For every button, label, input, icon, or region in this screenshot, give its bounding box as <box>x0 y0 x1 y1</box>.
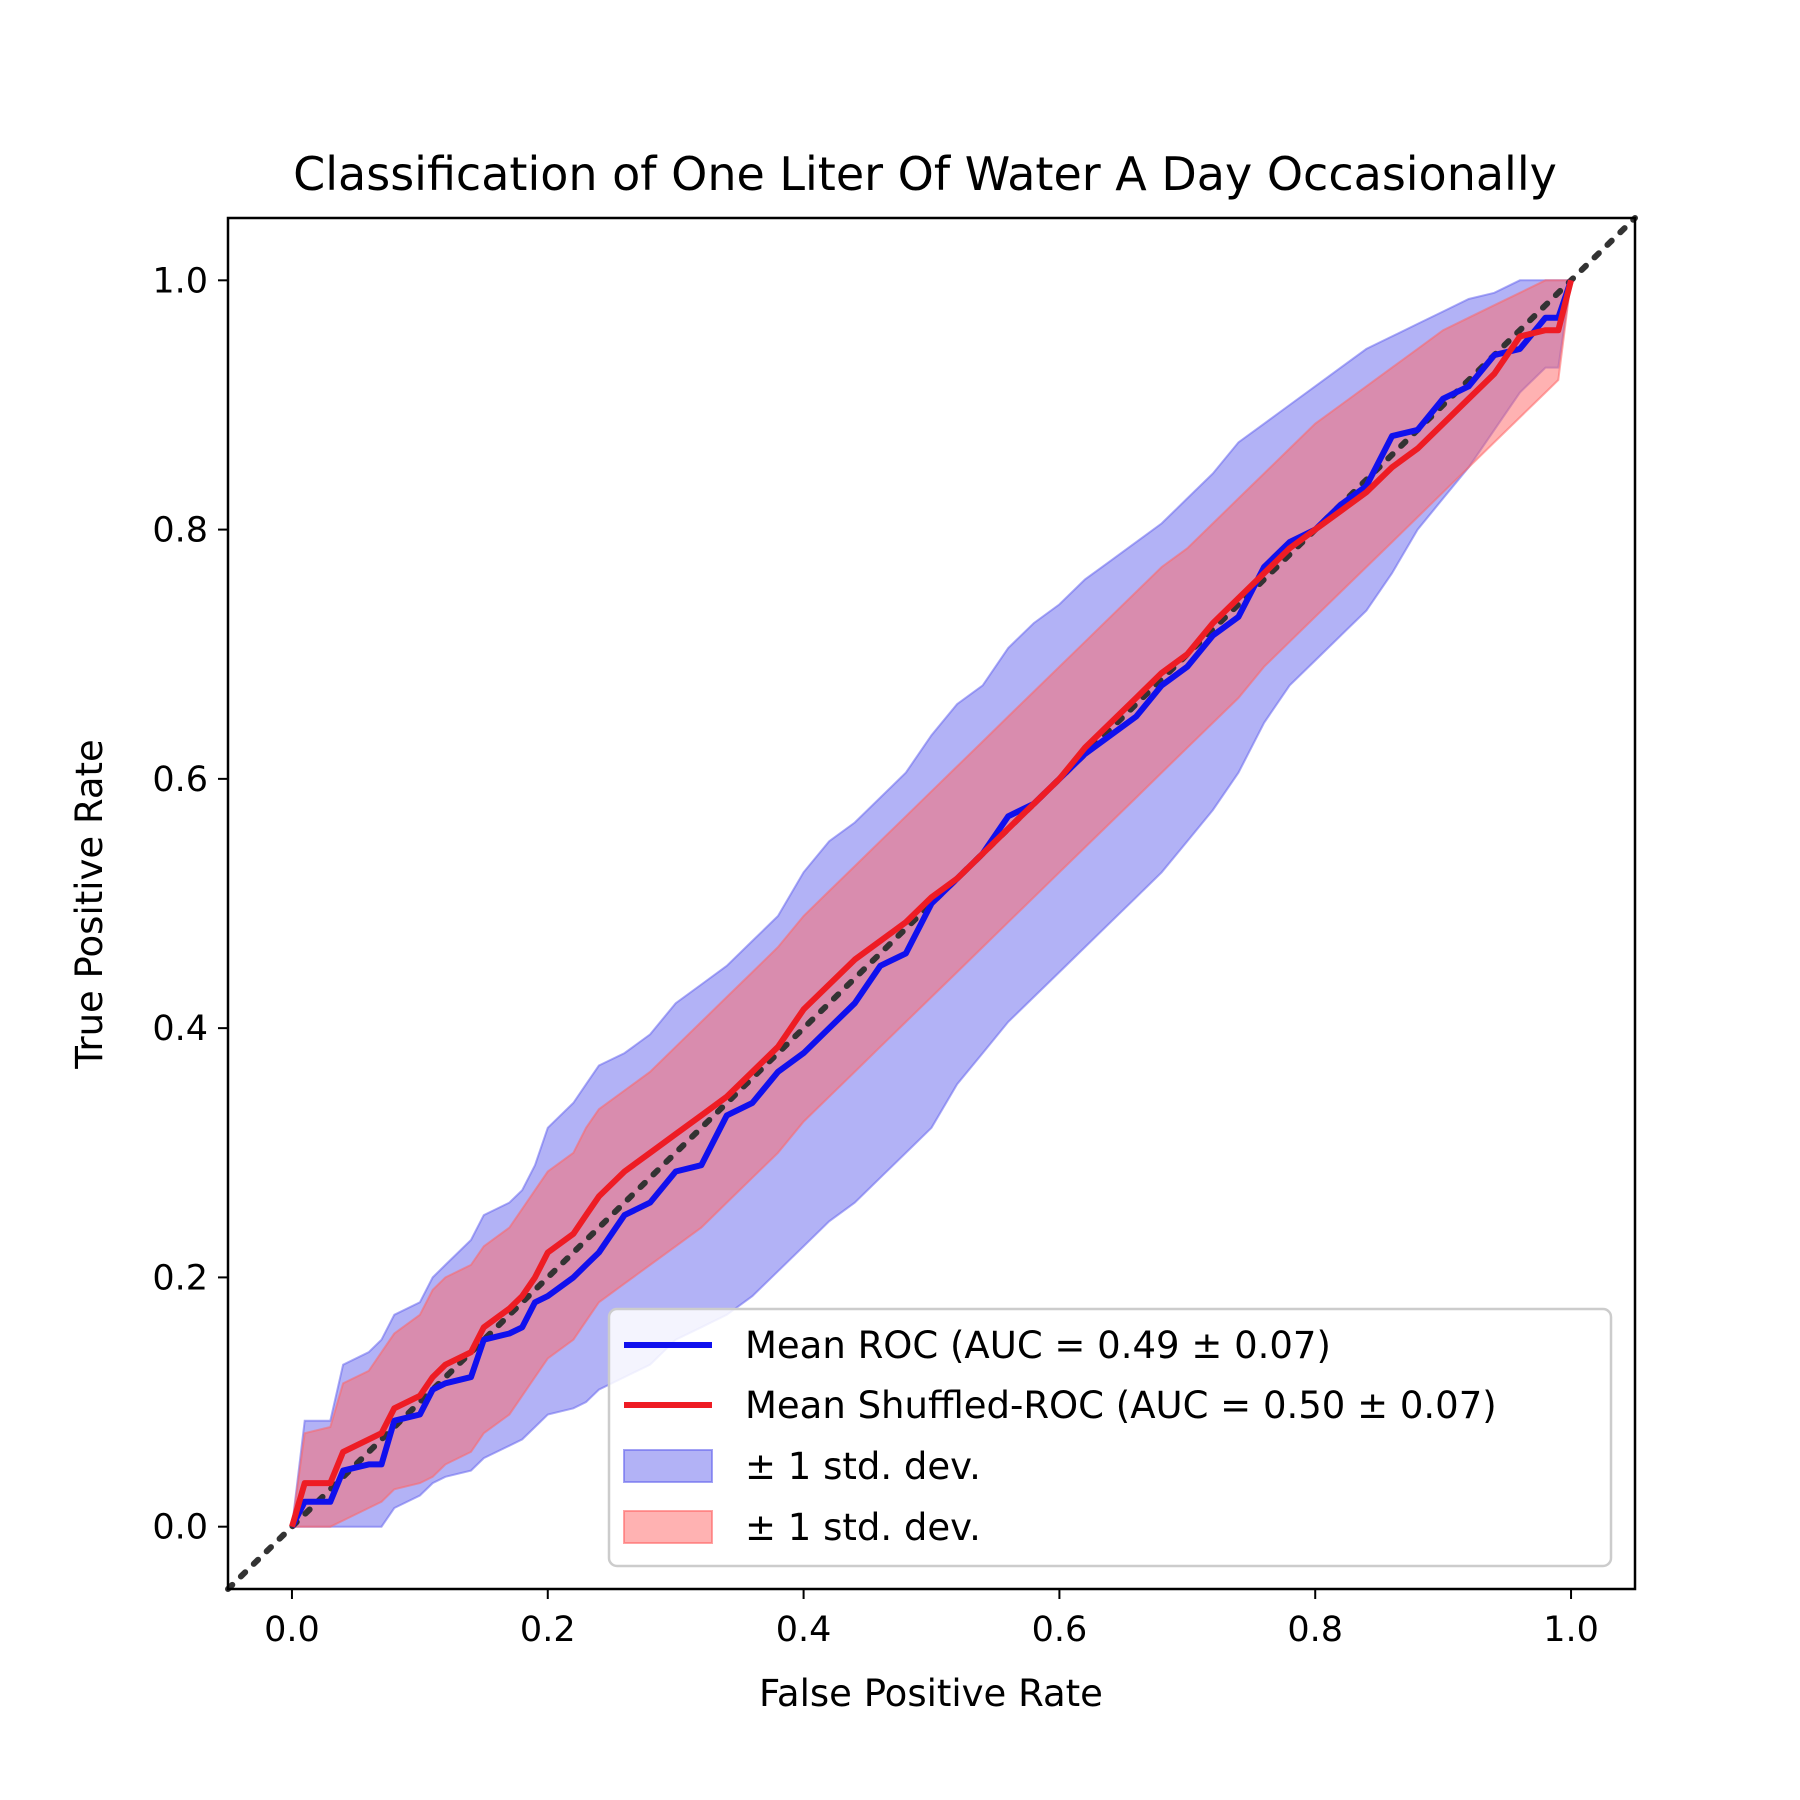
mean-roc-line <box>289 279 1574 1529</box>
x-tick-label: 1.0 <box>1543 1610 1599 1650</box>
x-tick-label: 0.2 <box>520 1610 576 1650</box>
x-tick-label: 0.6 <box>1032 1610 1088 1650</box>
roc-series-lines <box>289 279 1574 1529</box>
x-tick-label: 0.8 <box>1287 1610 1343 1650</box>
legend-red-band-swatch <box>623 1510 713 1544</box>
legend-blue-band-swatch <box>623 1449 713 1483</box>
y-tick-label: 0.0 <box>152 1508 208 1548</box>
y-tick-label: 0.2 <box>152 1258 208 1298</box>
y-tick-label: 1.0 <box>152 261 208 301</box>
plot-area <box>225 215 1638 1592</box>
x-tick-label: 0.4 <box>776 1610 832 1650</box>
x-axis-ticks: 0.0 0.2 0.4 0.6 0.8 1.0 <box>264 1589 1599 1650</box>
legend-red-band-label: ± 1 std. dev. <box>745 1506 981 1549</box>
x-axis-label: False Positive Rate <box>759 1672 1103 1715</box>
x-tick-label: 0.0 <box>264 1610 320 1650</box>
y-axis-label: True Positive Rate <box>68 739 111 1070</box>
legend-blue-band-label: ± 1 std. dev. <box>745 1445 981 1488</box>
legend-box <box>607 1307 1613 1568</box>
chart-title: Classification of One Liter Of Water A D… <box>293 147 1557 201</box>
legend: Mean ROC (AUC = 0.49 ± 0.07) Mean Shuffl… <box>607 1307 1613 1568</box>
legend-mean-roc-label: Mean ROC (AUC = 0.49 ± 0.07) <box>745 1324 1331 1367</box>
legend-mean-shuffled-roc-label: Mean Shuffled-ROC (AUC = 0.50 ± 0.07) <box>745 1384 1497 1427</box>
y-tick-label: 0.8 <box>152 511 208 551</box>
chance-diagonal-line <box>225 215 1638 1592</box>
y-tick-label: 0.6 <box>152 760 208 800</box>
y-tick-label: 0.4 <box>152 1009 208 1049</box>
y-axis-ticks: 0.0 0.2 0.4 0.6 0.8 1.0 <box>152 261 228 1548</box>
mean-shuffled-roc-line <box>289 279 1574 1528</box>
plot-frame <box>226 216 1637 1591</box>
